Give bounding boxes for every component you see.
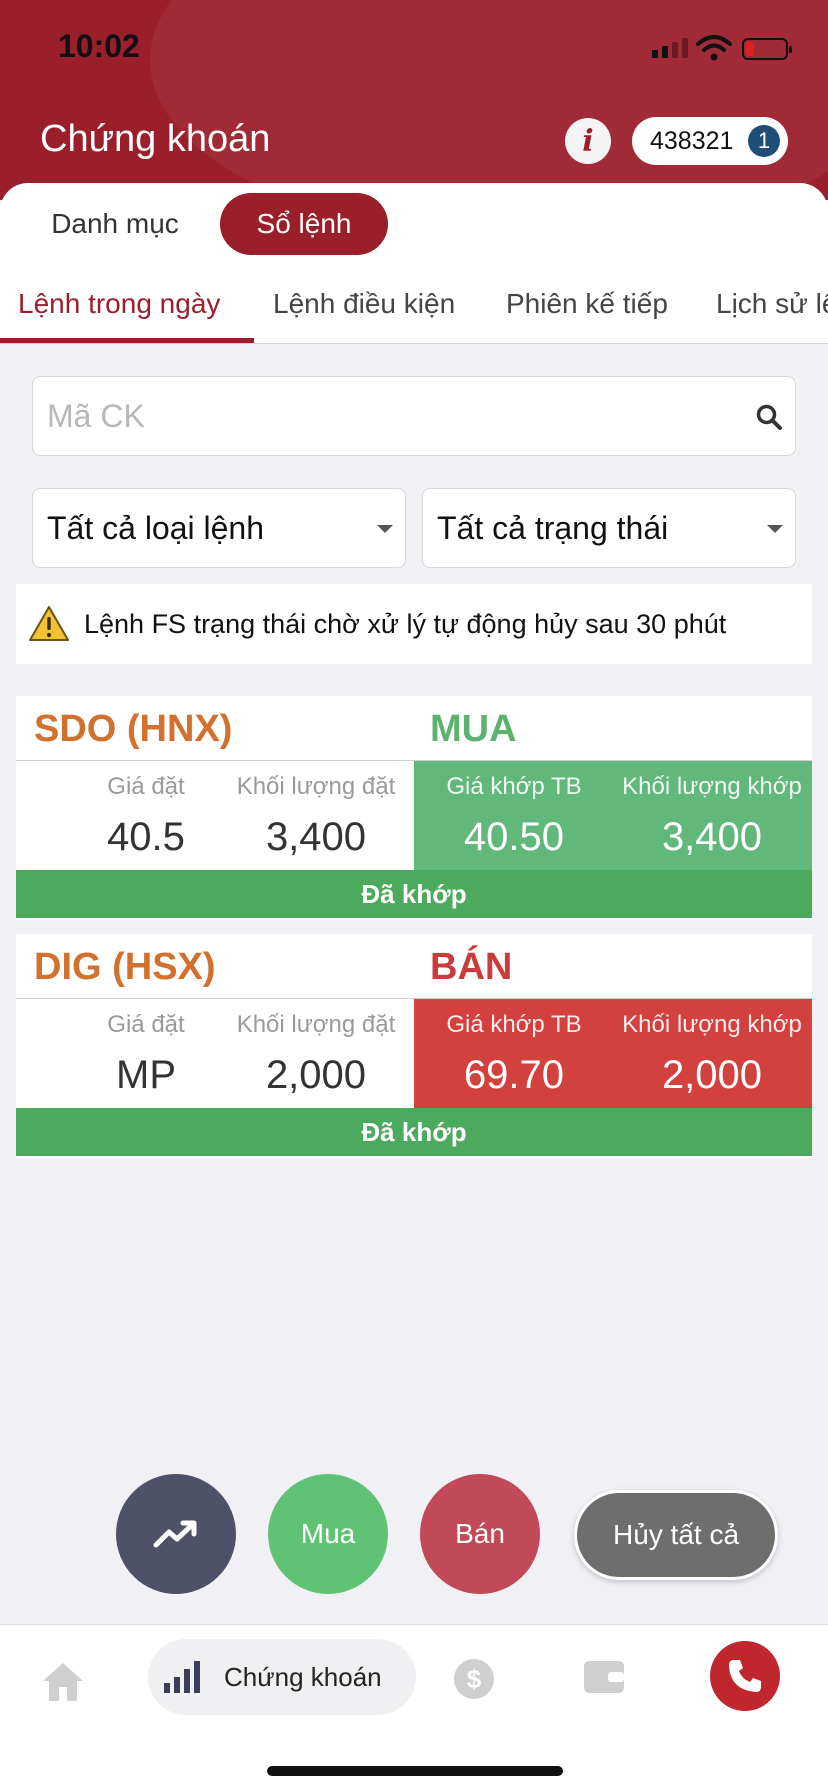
matched-qty-cell: Khối lượng khớp 3,400 [612,761,812,871]
avg-price-value: 40.50 [463,815,565,859]
order-symbol: SDO (HNX) [34,708,233,750]
cellular-signal-icon [652,38,688,58]
order-status-dropdown[interactable]: Tất cả trạng thái [422,488,796,568]
buy-button[interactable]: Mua [268,1474,388,1594]
order-card[interactable]: SDO (HNX) MUA Giá đặt 40.5 Khối lượng đặ… [16,696,812,920]
nav-stocks[interactable]: Chứng khoán [148,1639,416,1715]
call-button[interactable] [710,1641,780,1711]
status-time: 10:02 [58,28,140,64]
matched-qty-value: 3,400 [661,815,763,859]
order-price-label: Giá đặt [107,773,185,800]
order-side: MUA [430,708,517,750]
search-field [32,376,796,456]
order-details: Giá đặt 40.5 Khối lượng đặt 3,400 Giá kh… [16,760,812,871]
order-qty-value: 2,000 [265,1053,367,1097]
account-badge: 1 [748,125,780,157]
order-subtabs: Lệnh trong ngày Lệnh điều kiện Phiên kế … [0,280,828,344]
subtab-next-session[interactable]: Phiên kế tiếp [506,288,668,319]
matched-qty-cell: Khối lượng khớp 2,000 [612,999,812,1109]
matched-qty-value: 2,000 [661,1053,763,1097]
home-icon[interactable] [40,1659,86,1705]
avg-price-cell: Giá khớp TB 40.50 [414,761,614,871]
matched-panel [414,761,812,871]
order-side: BÁN [430,946,513,988]
order-card[interactable]: DIG (HSX) BÁN Giá đặt MP Khối lượng đặt … [16,934,812,1158]
home-indicator [267,1766,563,1776]
tab-portfolio[interactable]: Danh mục [51,208,179,239]
wallet-icon[interactable] [582,1657,626,1697]
order-status-badge: Đã khớp [16,870,812,918]
symbol-search-input[interactable] [47,377,747,455]
wifi-icon [696,35,732,61]
market-chart-button[interactable] [116,1474,236,1594]
account-selector[interactable]: 438321 1 [632,117,788,165]
avg-price-label: Giá khớp TB [446,1011,582,1038]
active-subtab-indicator [0,338,254,343]
app-header: 10:02 Chứng khoán i 438321 1 [0,0,828,200]
order-qty-value: 3,400 [265,815,367,859]
cancel-all-button[interactable]: Hủy tất cả [574,1490,778,1580]
order-type-dropdown[interactable]: Tất cả loại lệnh [32,488,406,568]
dollar-icon[interactable]: $ [452,1657,496,1701]
bottom-navigation: Chứng khoán $ [0,1624,828,1792]
avg-price-label: Giá khớp TB [446,773,582,800]
info-button[interactable]: i [565,118,611,164]
order-status-badge: Đã khớp [16,1108,812,1156]
sell-button[interactable]: Bán [420,1474,540,1594]
subtab-conditional-orders[interactable]: Lệnh điều kiện [273,288,456,319]
bar-chart-icon [164,1661,200,1693]
order-qty-cell: Khối lượng đặt 2,000 [216,999,416,1109]
nav-stocks-label: Chứng khoán [224,1661,382,1692]
tab-order-book[interactable]: Sổ lệnh [220,193,388,255]
order-type-value: Tất cả loại lệnh [47,509,265,546]
svg-text:$: $ [467,1664,482,1694]
header-decoration [150,0,828,200]
search-icon[interactable] [755,403,783,431]
order-price-value: 40.5 [107,815,185,859]
chevron-down-icon [377,525,393,533]
warning-icon [29,606,69,641]
chevron-down-icon [767,525,783,533]
order-price-value: MP [116,1053,176,1097]
order-price-label: Giá đặt [107,1011,185,1038]
order-details: Giá đặt MP Khối lượng đặt 2,000 Giá khớp… [16,998,812,1109]
subtab-order-history[interactable]: Lịch sử lệnh [716,288,828,319]
battery-icon [742,38,792,60]
trending-up-icon [153,1520,197,1548]
avg-price-cell: Giá khớp TB 69.70 [414,999,614,1109]
order-qty-label: Khối lượng đặt [236,773,396,800]
avg-price-value: 69.70 [463,1053,565,1097]
matched-qty-label: Khối lượng khớp [622,1011,802,1038]
order-qty-label: Khối lượng đặt [236,1011,396,1038]
order-qty-cell: Khối lượng đặt 3,400 [216,761,416,871]
account-number: 438321 [650,126,734,155]
page-title: Chứng khoán [40,118,271,160]
order-price-cell: Giá đặt 40.5 [46,761,246,871]
subtab-today-orders[interactable]: Lệnh trong ngày [18,288,221,319]
order-status-value: Tất cả trạng thái [437,509,669,546]
order-symbol: DIG (HSX) [34,946,216,988]
matched-qty-label: Khối lượng khớp [622,773,802,800]
info-icon: i [582,123,594,159]
order-price-cell: Giá đặt MP [46,999,246,1109]
warning-notice: Lệnh FS trạng thái chờ xử lý tự động hủy… [16,584,812,664]
notice-text: Lệnh FS trạng thái chờ xử lý tự động hủy… [84,608,727,639]
matched-panel [414,999,812,1109]
phone-icon [729,1660,761,1692]
